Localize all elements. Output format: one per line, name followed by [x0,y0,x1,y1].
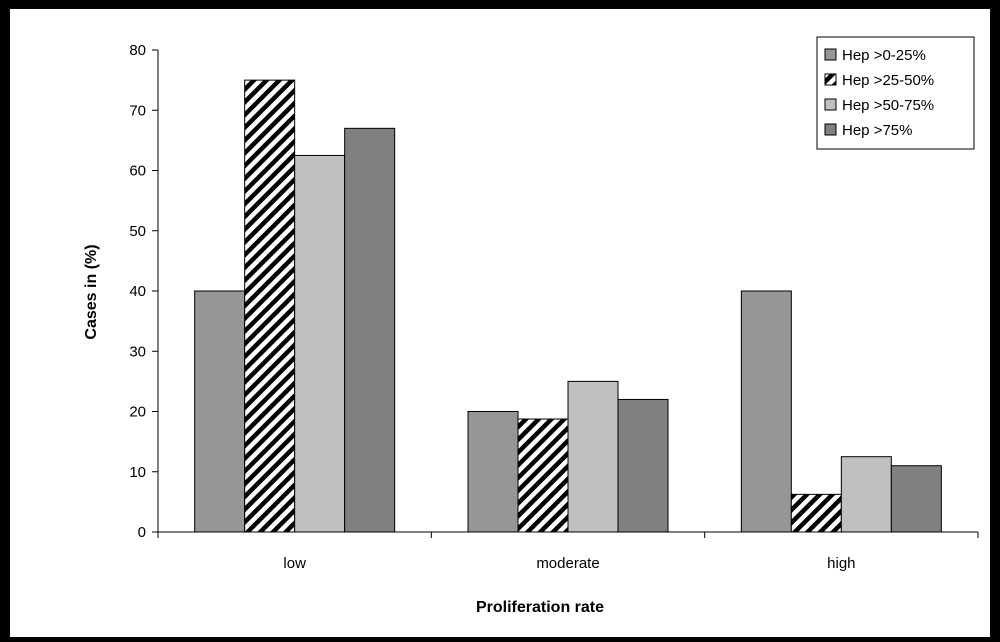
bar-high-series-2 [790,493,842,533]
bar-moderate-series-4 [617,398,669,533]
y-tick-label: 60 [129,163,146,180]
bar-moderate-series-2 [517,418,569,533]
y-tick-label: 70 [129,102,146,119]
bar-low-series-4 [344,127,396,533]
legend-box [816,36,975,150]
x-tick-label: moderate [536,555,599,572]
ticks-group: low moderate high 0 10 20 30 40 50 60 70 80 [129,42,855,572]
x-axis-title: Proliferation rate [476,599,604,616]
legend-label: Hep >50-75% [842,97,934,114]
y-tick-label: 50 [129,223,146,240]
legend: Hep >0-25% Hep >25-50% Hep >50-75% Hep >75% [816,36,975,150]
y-tick-label: 10 [129,464,146,481]
x-tick-label: low [283,555,306,572]
bar-low-series-1 [194,290,246,533]
bar-moderate-series-1 [467,411,519,533]
bar-low-series-2 [244,79,296,533]
legend-label: Hep >0-25% [842,47,926,64]
legend-label: Hep >25-50% [842,72,934,89]
y-tick-label: 0 [138,524,146,541]
y-tick-label: 80 [129,42,146,59]
bar-high-series-3 [840,456,892,533]
axes-group [152,49,979,538]
bar-high-series-1 [740,290,792,533]
legend-swatch [824,123,837,136]
legend-swatch [824,98,837,111]
legend-swatch [824,48,837,61]
y-tick-label: 40 [129,283,146,300]
legend-swatch [824,73,837,86]
x-tick-label: high [827,555,855,572]
y-tick-label: 30 [129,343,146,360]
y-tick-label: 20 [129,404,146,421]
legend-label: Hep >75% [842,122,912,139]
bars-group [194,79,942,533]
bar-high-series-4 [890,465,942,533]
bar-low-series-3 [294,154,346,533]
y-axis-title: Cases in (%) [83,244,100,339]
bar-moderate-series-3 [567,380,619,533]
